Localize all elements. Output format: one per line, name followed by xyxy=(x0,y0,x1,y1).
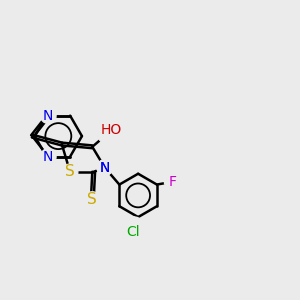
Circle shape xyxy=(40,149,56,164)
Text: F: F xyxy=(168,175,176,189)
Text: S: S xyxy=(65,164,75,179)
Circle shape xyxy=(85,192,100,207)
Text: N: N xyxy=(100,160,110,175)
Text: Cl: Cl xyxy=(126,225,140,239)
Circle shape xyxy=(97,160,112,176)
Text: N: N xyxy=(43,150,53,164)
Circle shape xyxy=(97,160,112,176)
Circle shape xyxy=(96,115,127,146)
Circle shape xyxy=(40,108,56,123)
Text: S: S xyxy=(87,192,97,207)
Circle shape xyxy=(62,164,78,180)
Circle shape xyxy=(117,217,148,248)
Circle shape xyxy=(164,174,180,190)
Text: N: N xyxy=(100,160,110,175)
Text: HO: HO xyxy=(101,123,122,137)
Text: N: N xyxy=(43,109,53,123)
